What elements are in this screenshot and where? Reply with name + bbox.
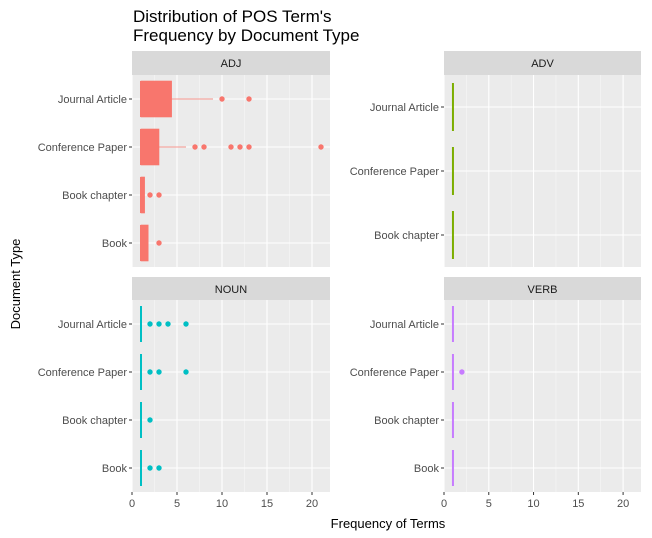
outlier-point <box>165 321 171 327</box>
outlier-point <box>228 144 234 150</box>
outlier-point <box>183 369 189 375</box>
y-tick-label: Book <box>102 238 128 250</box>
panel-verb: VERB Journal Article Conference Paper Book … <box>350 277 641 510</box>
y-tick-label: Book <box>102 463 128 475</box>
y-tick-label: Conference Paper <box>38 142 128 154</box>
panel-adj: ADJ Journal Article Conference Paper Book c… <box>38 51 330 267</box>
x-tick-label: 0 <box>129 498 135 510</box>
box <box>140 224 149 262</box>
outlier-point <box>147 417 153 423</box>
y-tick-label: Journal Article <box>370 319 439 331</box>
facet-strip-label: ADJ <box>221 58 242 70</box>
box <box>140 80 172 118</box>
outlier-point <box>459 369 465 375</box>
x-tick-label: 20 <box>617 498 629 510</box>
y-tick-label: Book chapter <box>374 415 439 427</box>
y-tick-label: Conference Paper <box>38 367 128 379</box>
panel-background <box>444 300 641 492</box>
x-tick-label: 15 <box>261 498 273 510</box>
x-tick-label: 0 <box>441 498 447 510</box>
y-tick-label: Journal Article <box>58 94 127 106</box>
boxplot-conference-paper <box>140 128 324 166</box>
chart-title-line-1: Distribution of POS Term's <box>133 7 332 26</box>
x-tick-label: 15 <box>572 498 584 510</box>
y-tick-label: Conference Paper <box>350 367 440 379</box>
panel-noun: NOUN Journal Article Conference Paper Book … <box>38 277 330 510</box>
y-tick-label: Journal Article <box>370 102 439 114</box>
facet-strip <box>444 277 641 301</box>
box <box>140 128 160 166</box>
boxplot-book <box>140 450 162 486</box>
x-tick-label: 5 <box>174 498 180 510</box>
y-axis-title: Document Type <box>8 239 23 330</box>
outlier-point <box>156 192 162 198</box>
x-tick-label: 10 <box>216 498 228 510</box>
facet-strip <box>444 51 641 75</box>
y-tick-label: Book chapter <box>374 230 439 242</box>
boxplot-conference-paper <box>140 354 189 390</box>
y-tick-label: Book <box>414 463 440 475</box>
outlier-point <box>147 465 153 471</box>
facet-strip-label: ADV <box>531 58 554 70</box>
boxplot-journal-article <box>140 306 189 342</box>
facet-strip-label: NOUN <box>215 284 247 296</box>
outlier-point <box>156 465 162 471</box>
outlier-point <box>156 369 162 375</box>
facet-strip <box>132 277 330 301</box>
outlier-point <box>201 144 207 150</box>
chart-title-line-2: Frequency by Document Type <box>133 26 359 45</box>
outlier-point <box>318 144 324 150</box>
outlier-point <box>192 144 198 150</box>
y-tick-label: Conference Paper <box>350 166 440 178</box>
boxplot-book-chapter <box>140 176 162 214</box>
boxplot-book <box>140 224 162 262</box>
x-tick-label: 5 <box>486 498 492 510</box>
boxplot-conference-paper <box>451 354 465 390</box>
outlier-point <box>183 321 189 327</box>
outlier-point <box>156 240 162 246</box>
y-tick-label: Book chapter <box>62 415 127 427</box>
facet-strip <box>132 51 330 75</box>
x-axis-title: Frequency of Terms <box>331 516 446 531</box>
y-tick-label: Journal Article <box>58 319 127 331</box>
y-tick-label: Book chapter <box>62 190 127 202</box>
panel-background <box>132 300 330 492</box>
outlier-point <box>147 321 153 327</box>
facet-panels: ADJ Journal Article Conference Paper Book c… <box>38 51 641 510</box>
boxplot-book-chapter <box>140 402 153 438</box>
boxplot-journal-article <box>140 80 252 118</box>
x-tick-label: 10 <box>527 498 539 510</box>
outlier-point <box>246 96 252 102</box>
outlier-point <box>219 96 225 102</box>
x-tick-label: 20 <box>306 498 318 510</box>
facet-strip-label: VERB <box>528 284 558 296</box>
outlier-point <box>147 369 153 375</box>
outlier-point <box>147 192 153 198</box>
outlier-point <box>156 321 162 327</box>
panel-adv: ADV Journal Article Conference Paper Book c… <box>350 51 641 267</box>
outlier-point <box>246 144 252 150</box>
outlier-point <box>237 144 243 150</box>
